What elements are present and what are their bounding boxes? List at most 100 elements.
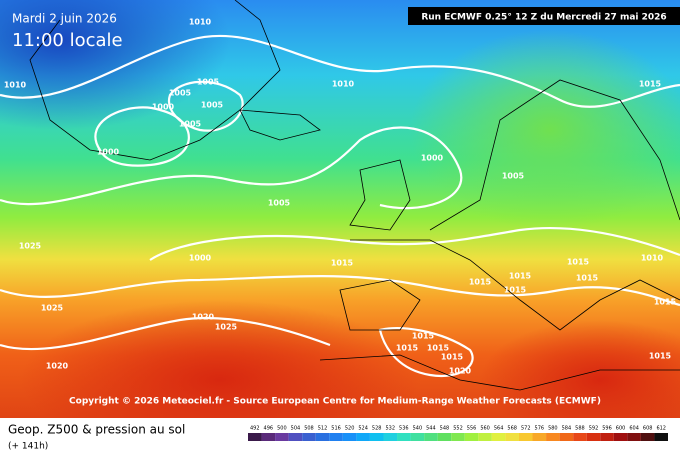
scale-label: 564	[494, 426, 504, 432]
isobar-label: 1025	[215, 323, 238, 332]
scale-swatch	[478, 433, 492, 441]
isobar-label: 1015	[441, 353, 464, 362]
isobar-label: 1010	[189, 18, 212, 27]
scale-swatch	[546, 433, 560, 441]
isobar-label: 1000	[421, 154, 444, 163]
copyright: Copyright © 2026 Meteociel.fr - Source E…	[69, 397, 601, 407]
scale-label: 536	[399, 426, 409, 432]
scale-swatch	[397, 433, 411, 441]
scale-swatch	[356, 433, 370, 441]
scale-label: 560	[480, 426, 490, 432]
scale-label: 524	[358, 426, 368, 432]
scale-label: 576	[535, 426, 545, 432]
isobar-label: 1005	[197, 78, 220, 87]
scale-swatch	[654, 433, 668, 441]
scale-label: 584	[562, 426, 572, 432]
scale-label: 516	[331, 426, 341, 432]
high-area	[480, 320, 680, 440]
scale-swatch	[505, 433, 519, 441]
scale-swatch	[600, 433, 614, 441]
scale-swatch	[491, 433, 506, 441]
run-info: Run ECMWF 0.25° 12 Z du Mercredi 27 mai …	[421, 13, 666, 23]
isobar-label: 1020	[449, 367, 472, 376]
green-area	[410, 30, 680, 230]
scale-swatch	[627, 433, 641, 441]
scale-swatch	[275, 433, 289, 441]
scale-swatch	[532, 433, 547, 441]
scale-swatch	[315, 433, 330, 441]
scale-swatch	[410, 433, 425, 441]
isobar-label: 1000	[189, 254, 212, 263]
scale-label: 504	[291, 426, 301, 432]
scale-label: 600	[616, 426, 626, 432]
scale-label: 612	[656, 426, 666, 432]
scale-swatch	[586, 433, 601, 441]
isobar-label: 1015	[567, 258, 590, 267]
isobar-label: 1015	[504, 286, 527, 295]
isobar-labels: 1010 1010 1005 1005 1000 1005 1005 1000 1010 1000…	[4, 18, 677, 376]
scale-label: 608	[643, 426, 653, 432]
run-box	[408, 7, 680, 25]
scale-label: 540	[413, 426, 423, 432]
scale-swatch	[437, 433, 452, 441]
isobar-label: 1010	[641, 254, 664, 263]
scale-swatch	[369, 433, 384, 441]
coastlines	[29, 0, 680, 391]
isobar-label: 1000	[152, 103, 175, 112]
scale-swatch	[302, 433, 316, 441]
isobar-label: 1020	[46, 362, 69, 371]
scale-label: 544	[426, 426, 436, 432]
scale-label: 588	[575, 426, 585, 432]
isobar-label: 1015	[331, 259, 354, 268]
isobar-label: 1015	[469, 278, 492, 287]
scale-swatch	[613, 433, 628, 441]
scale-swatch	[342, 433, 357, 441]
scale-label: 512	[318, 426, 328, 432]
scale-swatch	[573, 433, 587, 441]
scale-swatch	[288, 433, 303, 441]
scale-label: 532	[385, 426, 395, 432]
scale-label: 572	[521, 426, 531, 432]
low-area	[0, 0, 230, 130]
isobar-label: 1025	[19, 242, 42, 251]
scale-label: 556	[467, 426, 477, 432]
scale-swatch	[248, 433, 262, 441]
isobar-label: 1010	[4, 81, 27, 90]
isobar-label: 1015	[654, 298, 677, 307]
isobar-label: 1015	[396, 344, 419, 353]
isobar-label: 1015	[427, 344, 450, 353]
scale-label: 520	[345, 426, 355, 432]
isobar-label: 1005	[268, 199, 291, 208]
scale-label: 492	[250, 426, 260, 432]
isobar-label: 1025	[41, 304, 64, 313]
isobar-label: 1005	[502, 172, 525, 181]
scale-label: 580	[548, 426, 558, 432]
scale-label: 500	[277, 426, 287, 432]
isobar-label: 1005	[179, 120, 202, 129]
isobar-label: 1010	[332, 80, 355, 89]
scale-label: 548	[440, 426, 450, 432]
time: 11:00 locale	[12, 30, 123, 51]
scale-swatch	[464, 433, 479, 441]
legend-title: Geop. Z500 & pression au sol	[8, 423, 185, 437]
isobar-label: 1015	[576, 274, 599, 283]
legend-subtitle: (+ 141h)	[8, 442, 48, 452]
scale-label: 604	[629, 426, 639, 432]
scale-swatch	[640, 433, 655, 441]
scale-swatch	[559, 433, 574, 441]
isobar-label: 1005	[169, 89, 192, 98]
isobar-label: 1015	[412, 332, 435, 341]
scale-label: 592	[589, 426, 599, 432]
isobar-label: 1000	[97, 148, 120, 157]
isobar-label: 1015	[639, 80, 662, 89]
scale-swatch	[451, 433, 465, 441]
high-area	[20, 300, 420, 457]
date: Mardi 2 juin 2026	[12, 12, 117, 26]
scale-label: 496	[264, 426, 274, 432]
scale-swatch	[424, 433, 438, 441]
isobar-label: 1020	[192, 313, 215, 322]
scale-label: 552	[453, 426, 463, 432]
scale-swatch	[518, 433, 533, 441]
isobar-label: 1015	[649, 352, 672, 361]
